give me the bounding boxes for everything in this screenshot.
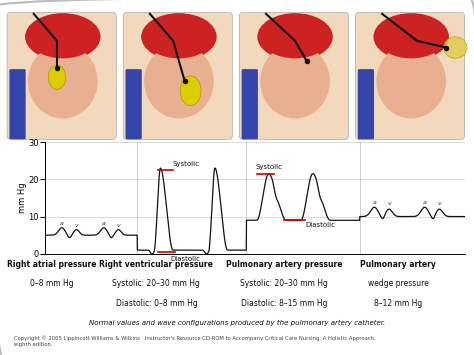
Text: a: a <box>102 221 106 226</box>
FancyBboxPatch shape <box>7 12 116 139</box>
Ellipse shape <box>260 15 330 58</box>
Ellipse shape <box>257 13 333 60</box>
Text: Systolic: Systolic <box>172 161 199 167</box>
Ellipse shape <box>180 76 201 105</box>
Ellipse shape <box>376 15 446 58</box>
FancyBboxPatch shape <box>9 69 26 139</box>
Text: wedge pressure: wedge pressure <box>368 279 428 288</box>
Text: Pulmonary artery pressure: Pulmonary artery pressure <box>226 260 343 268</box>
Text: Diastolic: 0–8 mm Hg: Diastolic: 0–8 mm Hg <box>116 299 197 308</box>
Text: Systolic: 20–30 mm Hg: Systolic: 20–30 mm Hg <box>240 279 328 288</box>
Ellipse shape <box>374 13 449 60</box>
Ellipse shape <box>28 15 98 58</box>
Text: Normal values and wave configurations produced by the pulmonary artery catheter.: Normal values and wave configurations pr… <box>89 320 385 326</box>
Text: v: v <box>117 223 120 228</box>
Text: Diastolic: 8–15 mm Hg: Diastolic: 8–15 mm Hg <box>241 299 328 308</box>
Ellipse shape <box>25 13 100 60</box>
Text: a: a <box>373 200 376 204</box>
Text: Right atrial pressure: Right atrial pressure <box>8 260 97 268</box>
Text: 8–12 mm Hg: 8–12 mm Hg <box>374 299 422 308</box>
Ellipse shape <box>444 37 467 58</box>
FancyBboxPatch shape <box>356 12 465 139</box>
FancyBboxPatch shape <box>242 69 258 139</box>
Text: Copyright © 2005 Lippincott Williams & Wilkins   Instructor's Resource CD-ROM to: Copyright © 2005 Lippincott Williams & W… <box>14 335 376 347</box>
Ellipse shape <box>260 44 330 119</box>
Text: a: a <box>60 221 64 226</box>
Text: 0–8 mm Hg: 0–8 mm Hg <box>30 279 74 288</box>
Text: v: v <box>74 223 78 228</box>
FancyBboxPatch shape <box>126 69 142 139</box>
FancyBboxPatch shape <box>358 69 374 139</box>
Text: v: v <box>438 201 441 206</box>
Ellipse shape <box>28 44 98 119</box>
Ellipse shape <box>376 44 446 119</box>
Text: Diastolic: Diastolic <box>171 256 201 262</box>
Y-axis label: mm Hg: mm Hg <box>18 182 27 213</box>
Text: Pulmonary artery: Pulmonary artery <box>360 260 436 268</box>
Text: Right ventricular pressure: Right ventricular pressure <box>100 260 213 268</box>
FancyBboxPatch shape <box>123 12 232 139</box>
Ellipse shape <box>144 44 214 119</box>
Ellipse shape <box>141 13 217 60</box>
Ellipse shape <box>144 15 214 58</box>
Text: v: v <box>387 201 391 206</box>
Text: a: a <box>423 200 427 204</box>
Ellipse shape <box>48 65 66 89</box>
FancyBboxPatch shape <box>239 12 348 139</box>
Text: Systolic: 20–30 mm Hg: Systolic: 20–30 mm Hg <box>112 279 201 288</box>
Text: Systolic: Systolic <box>256 164 283 170</box>
Text: Diastolic: Diastolic <box>305 222 335 228</box>
